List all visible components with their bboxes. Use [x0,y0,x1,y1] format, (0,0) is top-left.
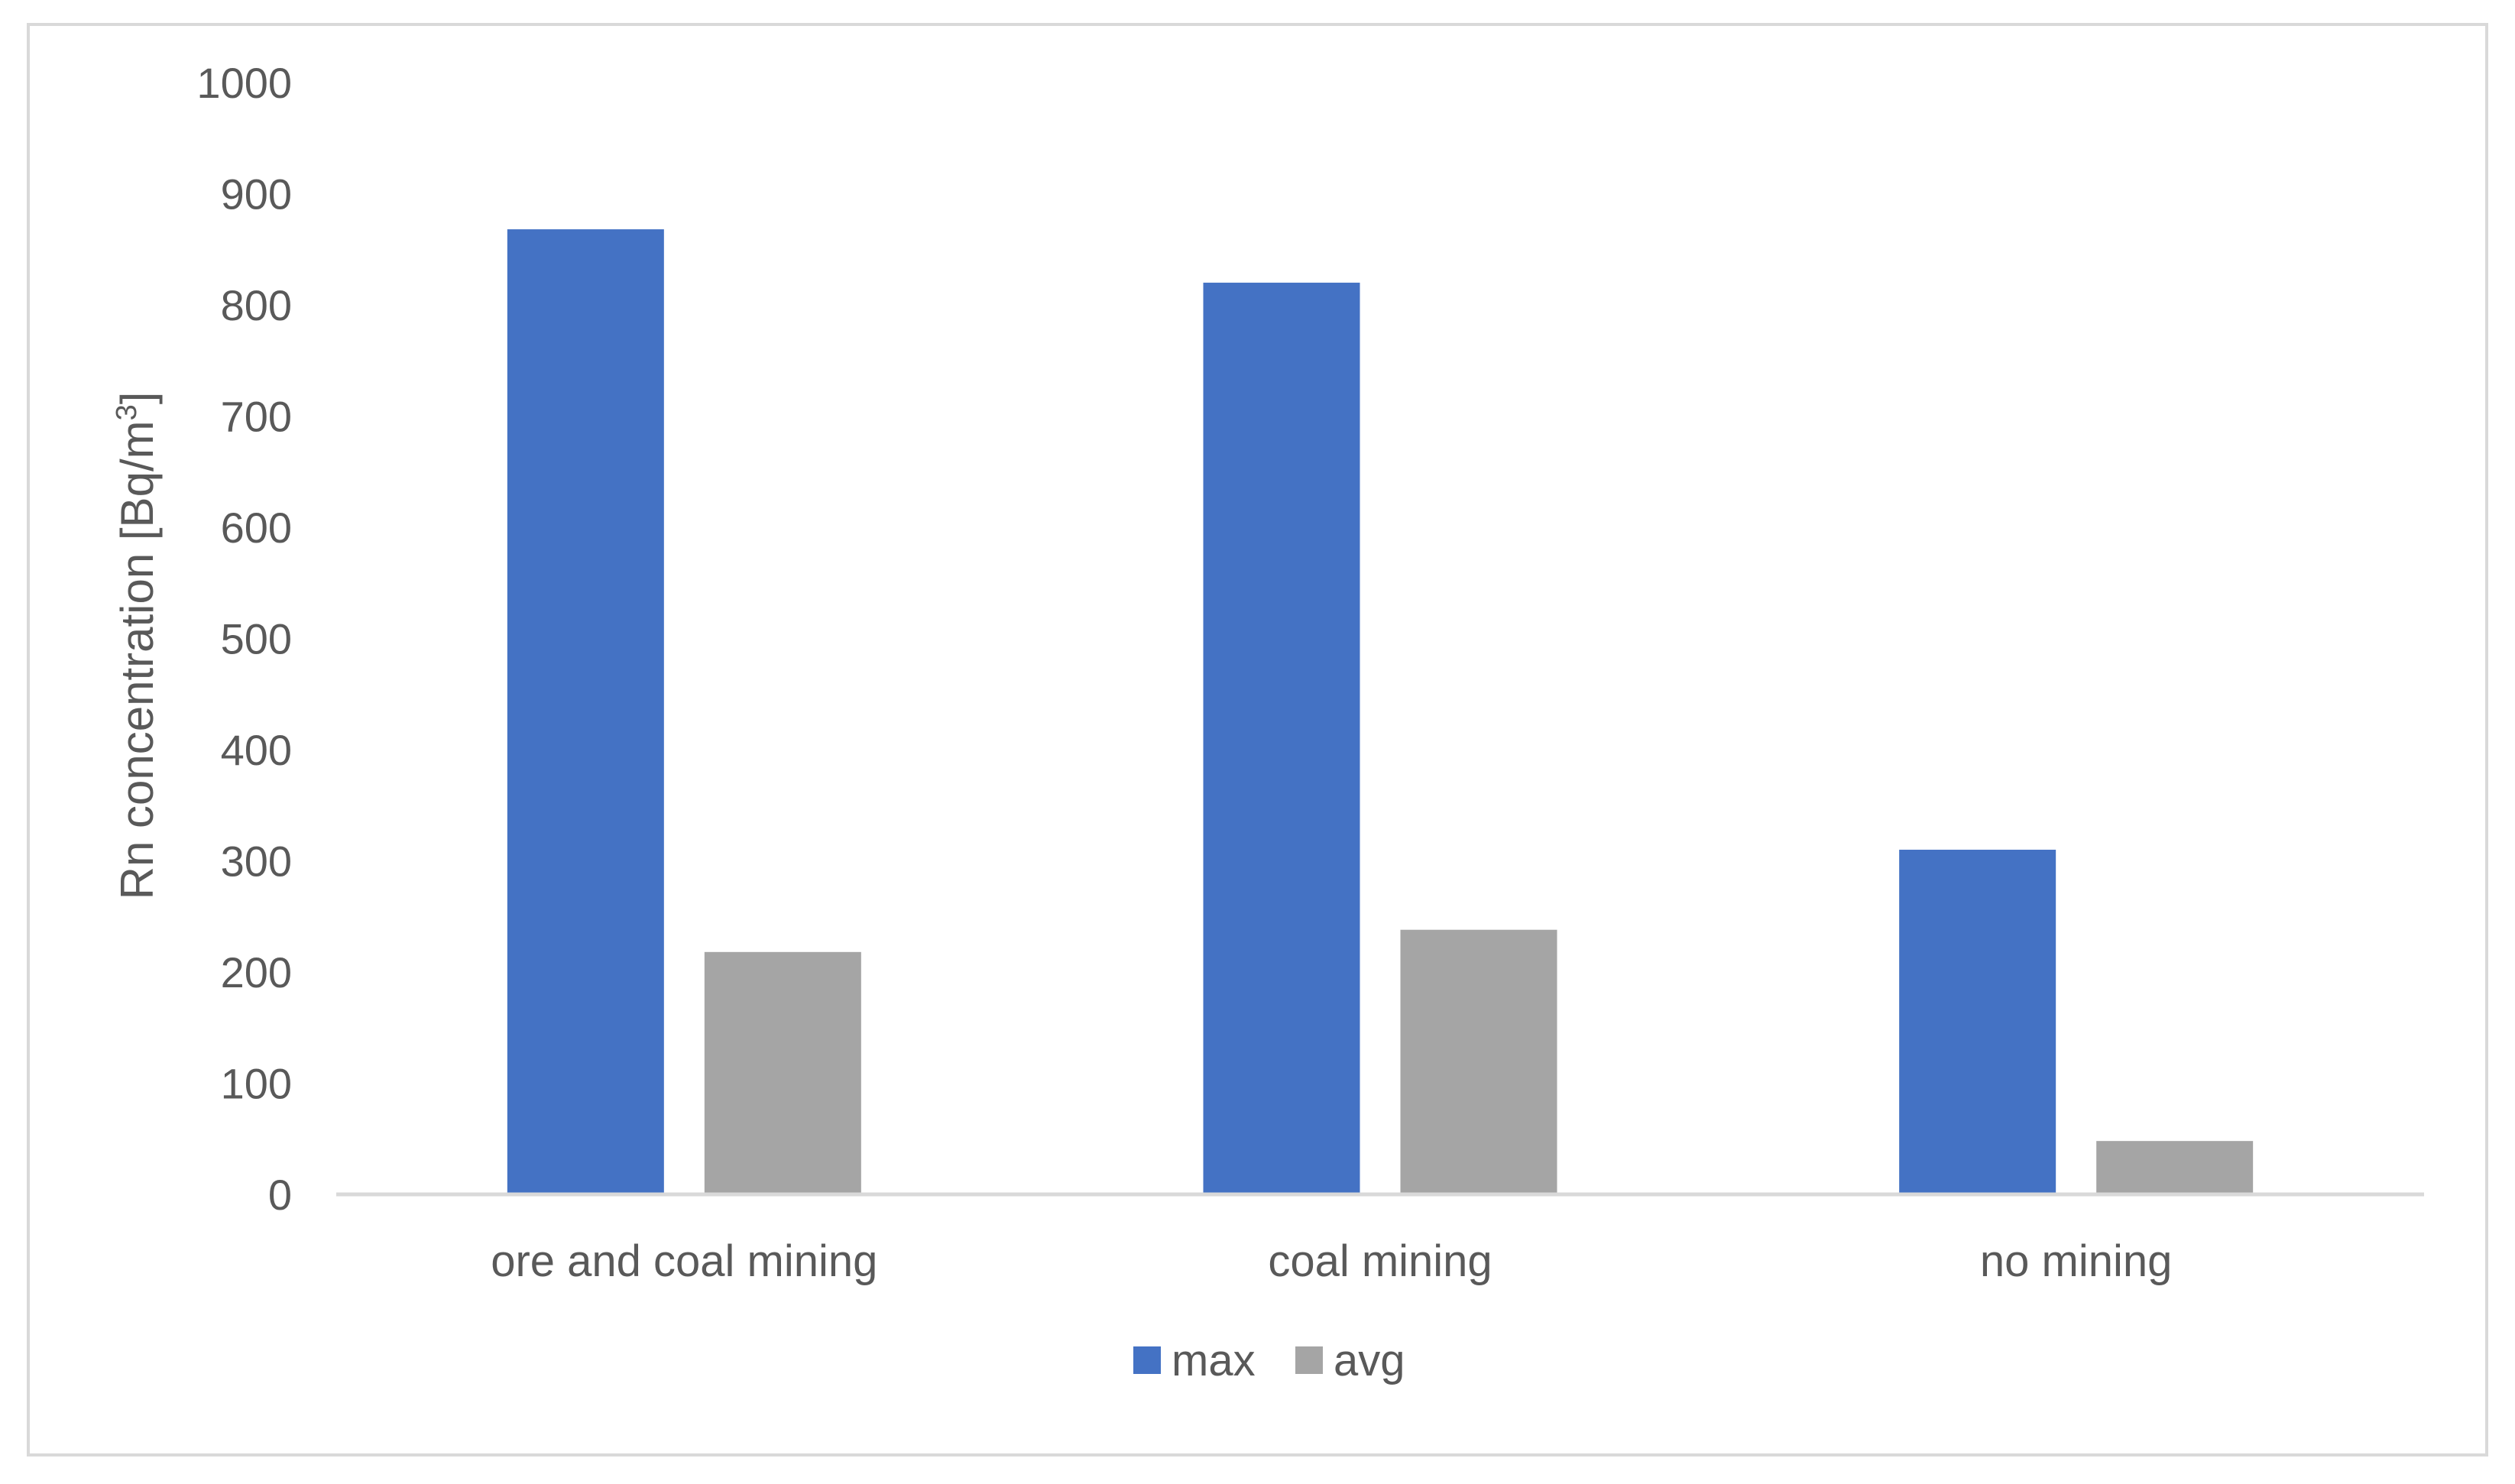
legend-swatch-max [1133,1346,1161,1374]
bar-avg-1 [1400,929,1557,1194]
y-tick-label: 600 [221,504,292,552]
y-tick-label: 800 [221,281,292,329]
bars [507,229,2254,1194]
bar-max-2 [1899,849,2056,1194]
y-tick-label: 500 [221,615,292,663]
bar-max-1 [1203,282,1360,1194]
y-tick-label: 900 [221,170,292,219]
y-tick-label: 400 [221,726,292,774]
y-axis-title: Rn concentration [Bq/m3] [111,392,163,900]
y-tick-label: 0 [268,1171,292,1219]
x-category-label: coal mining [1268,1236,1492,1286]
legend-label-max: max [1172,1336,1256,1385]
bar-avg-0 [704,951,861,1194]
y-tick-label: 1000 [196,59,292,107]
y-tick-label: 100 [221,1060,292,1108]
legend-label-avg: avg [1334,1336,1405,1385]
category-labels: ore and coal mining coal mining no mining [491,1236,2172,1286]
x-category-label: no mining [1980,1236,2172,1286]
legend: max avg [1133,1336,1405,1385]
y-tick-label: 200 [221,948,292,996]
bar-max-0 [507,229,664,1194]
x-category-label: ore and coal mining [491,1236,877,1286]
y-tick-label: 700 [221,393,292,441]
y-tick-label: 300 [221,838,292,886]
legend-swatch-avg [1295,1346,1323,1374]
bar-avg-2 [2096,1141,2254,1194]
y-tick-labels: 0 100 200 300 400 500 600 700 800 900 1000 [196,59,292,1219]
